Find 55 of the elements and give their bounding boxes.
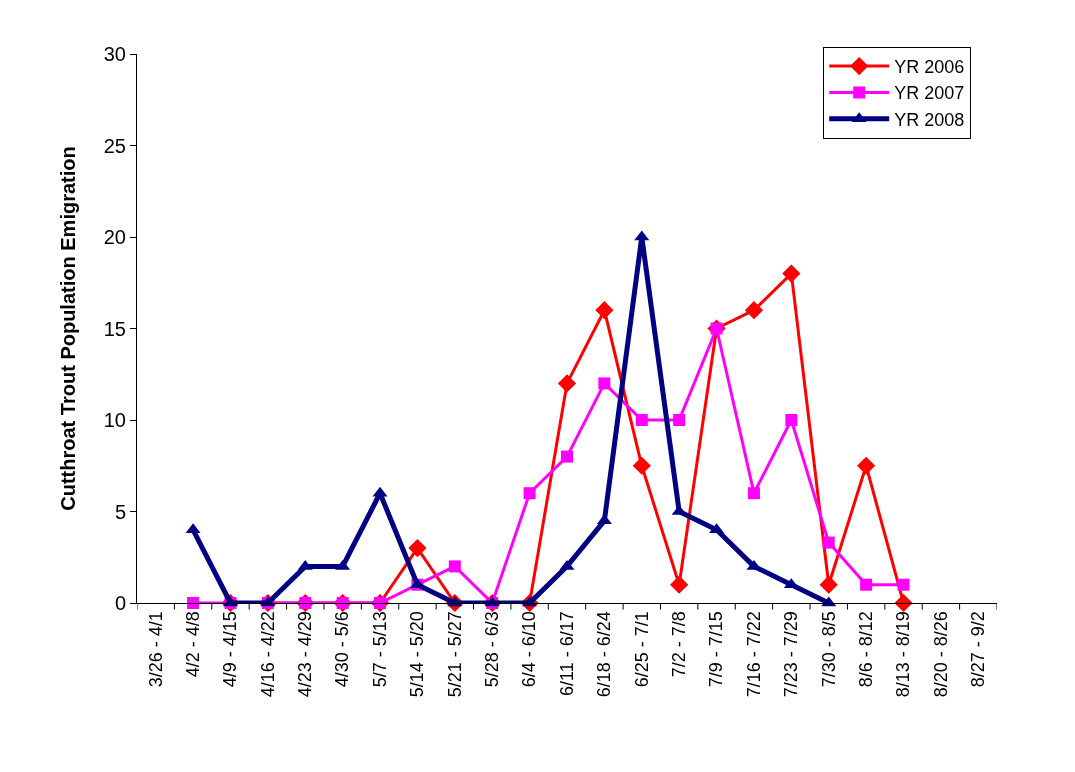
x-tick-label: 7/16 - 7/22: [743, 611, 764, 698]
point: [561, 450, 573, 463]
x-tick-label: 6/18 - 6/24: [594, 611, 615, 698]
point: [819, 575, 838, 594]
x-tick-label: 7/23 - 7/29: [781, 611, 802, 698]
point: [747, 487, 760, 500]
point: [782, 264, 801, 283]
point: [635, 414, 648, 426]
legend-label: YR 2007: [894, 83, 965, 104]
y-axis-title: Cutthroat Trout Population Emigration: [57, 146, 80, 511]
point: [523, 487, 536, 500]
point: [557, 374, 577, 393]
x-tick-label: 6/25 - 7/1: [631, 611, 652, 688]
x-tick-label: 5/21 - 5/27: [444, 611, 465, 698]
point: [673, 414, 686, 426]
x-tick-label: 6/4 - 6/10: [519, 611, 540, 688]
point: [822, 536, 835, 549]
x-tick-label: 8/6 - 8/12: [855, 611, 876, 688]
y-tick-label: 25: [103, 134, 126, 157]
y-tick-label: 30: [103, 43, 126, 65]
x-tick-label: 4/9 - 4/15: [220, 611, 241, 688]
x-tick-label: 4/30 - 5/6: [332, 611, 353, 688]
x-tick-label: 5/14 - 5/20: [407, 611, 428, 698]
point: [632, 456, 651, 475]
point: [670, 575, 689, 594]
point: [744, 301, 764, 320]
x-tick-label: 8/27 - 9/2: [968, 611, 989, 688]
x-tick-label: 8/13 - 8/19: [893, 611, 914, 698]
point: [598, 377, 611, 390]
x-tick-label: 7/2 - 7/8: [669, 611, 690, 678]
y-tick-label: 20: [103, 226, 126, 248]
y-tick-label: 0: [114, 592, 126, 614]
point: [408, 539, 427, 558]
x-tick-label: 7/30 - 8/5: [818, 611, 839, 688]
point: [785, 414, 798, 426]
x-tick-label: 8/20 - 8/26: [930, 611, 951, 698]
x-tick-label: 5/28 - 6/3: [482, 611, 503, 688]
x-tick-label: 5/7 - 5/13: [369, 611, 390, 688]
x-tick-label: 4/2 - 4/8: [182, 611, 203, 678]
point: [860, 578, 873, 591]
x-tick-label: 7/9 - 7/15: [706, 611, 727, 688]
legend-label: YR 2006: [894, 57, 965, 78]
y-tick-label: 10: [103, 409, 126, 431]
y-tick-label: 5: [114, 500, 126, 523]
point: [448, 560, 461, 573]
point: [595, 301, 614, 320]
point: [857, 456, 876, 475]
point: [897, 578, 910, 591]
point: [187, 597, 200, 609]
legend-label: YR 2008: [894, 109, 965, 130]
x-tick-label: 3/26 - 4/1: [145, 611, 166, 688]
x-tick-label: 4/16 - 4/22: [257, 611, 278, 698]
y-tick-label: 15: [103, 317, 126, 340]
x-tick-label: 4/23 - 4/29: [295, 611, 316, 698]
x-tick-label: 6/11 - 6/17: [556, 611, 577, 696]
